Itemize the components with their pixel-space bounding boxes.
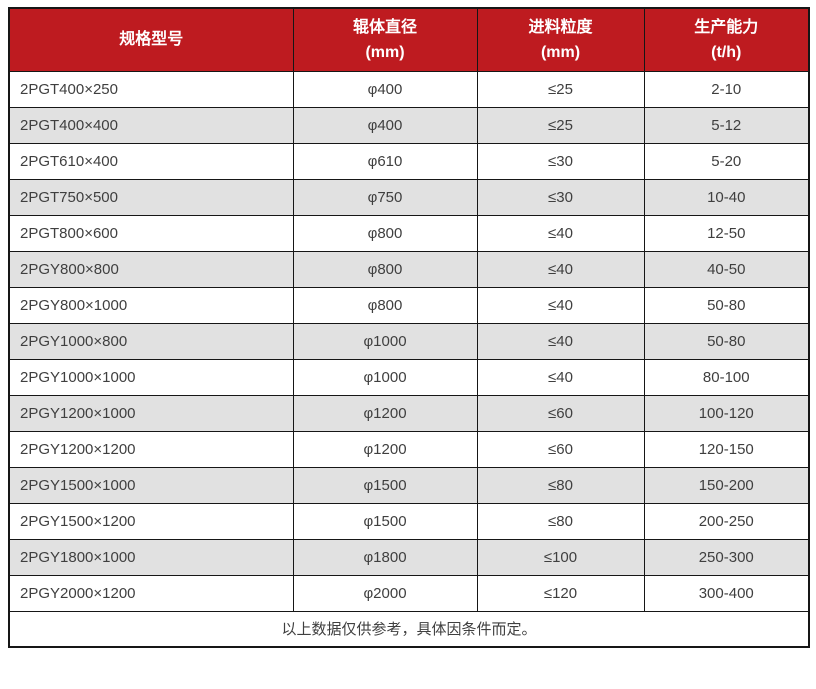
table-row: 2PGY1200×1000 φ1200 ≤60 100-120 [8,394,810,432]
roller-diameter-cell: φ1200 [292,394,478,432]
feed-size-cell: ≤25 [476,106,645,144]
roller-diameter-cell: φ800 [292,250,478,288]
feed-size-cell: ≤100 [476,538,645,576]
table-row: 2PGT750×500 φ750 ≤30 10-40 [8,178,810,216]
table-header-row: 规格型号 辊体直径 (mm) 进料粒度 (mm) 生产能力 (t/h) [8,7,810,72]
capacity-cell: 150-200 [643,466,810,504]
feed-size-cell: ≤60 [476,394,645,432]
table-row: 2PGY1200×1200 φ1200 ≤60 120-150 [8,430,810,468]
roller-diameter-cell: φ2000 [292,574,478,612]
table-row: 2PGY2000×1200 φ2000 ≤120 300-400 [8,574,810,612]
capacity-cell: 120-150 [643,430,810,468]
model-cell: 2PGY2000×1200 [8,574,294,612]
table-row: 2PGY800×800 φ800 ≤40 40-50 [8,250,810,288]
roller-diameter-cell: φ1500 [292,466,478,504]
roller-diameter-cell: φ1800 [292,538,478,576]
table-row: 2PGY800×1000 φ800 ≤40 50-80 [8,286,810,324]
capacity-cell: 40-50 [643,250,810,288]
footnote-row: 以上数据仅供参考，具体因条件而定。 [8,610,810,648]
feed-size-cell: ≤40 [476,214,645,252]
model-cell: 2PGT400×250 [8,70,294,108]
feed-size-cell: ≤80 [476,502,645,540]
capacity-cell: 10-40 [643,178,810,216]
column-header-roller-diameter: 辊体直径 (mm) [292,7,478,72]
table-row: 2PGT400×250 φ400 ≤25 2-10 [8,70,810,108]
roller-diameter-cell: φ800 [292,286,478,324]
capacity-cell: 50-80 [643,322,810,360]
capacity-cell: 300-400 [643,574,810,612]
model-cell: 2PGY1500×1000 [8,466,294,504]
feed-size-cell: ≤40 [476,286,645,324]
capacity-cell: 250-300 [643,538,810,576]
column-header-capacity: 生产能力 (t/h) [643,7,810,72]
column-header-feed-size: 进料粒度 (mm) [476,7,645,72]
capacity-cell: 200-250 [643,502,810,540]
model-cell: 2PGY1200×1000 [8,394,294,432]
model-cell: 2PGY1000×1000 [8,358,294,396]
table-row: 2PGT610×400 φ610 ≤30 5-20 [8,142,810,180]
column-header-roller-diameter-unit: (mm) [365,43,405,61]
roller-diameter-cell: φ1200 [292,430,478,468]
roller-diameter-cell: φ400 [292,106,478,144]
model-cell: 2PGY1200×1200 [8,430,294,468]
spec-table: 规格型号 辊体直径 (mm) 进料粒度 (mm) 生产能力 (t/h) 2PGT… [8,7,810,648]
column-header-capacity-unit: (t/h) [711,43,742,61]
roller-diameter-cell: φ400 [292,70,478,108]
feed-size-cell: ≤40 [476,250,645,288]
capacity-cell: 80-100 [643,358,810,396]
roller-diameter-cell: φ1500 [292,502,478,540]
capacity-cell: 50-80 [643,286,810,324]
model-cell: 2PGY1800×1000 [8,538,294,576]
model-cell: 2PGY1000×800 [8,322,294,360]
roller-diameter-cell: φ1000 [292,358,478,396]
capacity-cell: 12-50 [643,214,810,252]
feed-size-cell: ≤40 [476,358,645,396]
feed-size-cell: ≤30 [476,142,645,180]
table-row: 2PGY1000×800 φ1000 ≤40 50-80 [8,322,810,360]
model-cell: 2PGT750×500 [8,178,294,216]
feed-size-cell: ≤120 [476,574,645,612]
column-header-model-label: 规格型号 [119,31,184,49]
model-cell: 2PGT800×600 [8,214,294,252]
capacity-cell: 5-20 [643,142,810,180]
column-header-feed-size-unit: (mm) [540,43,581,61]
table-row: 2PGT800×600 φ800 ≤40 12-50 [8,214,810,252]
capacity-cell: 2-10 [643,70,810,108]
model-cell: 2PGY800×1000 [8,286,294,324]
column-header-feed-size-label: 进料粒度 [528,18,593,36]
model-cell: 2PGY1500×1200 [8,502,294,540]
column-header-roller-diameter-label: 辊体直径 [352,18,417,36]
roller-diameter-cell: φ1000 [292,322,478,360]
feed-size-cell: ≤30 [476,178,645,216]
feed-size-cell: ≤40 [476,322,645,360]
table-row: 2PGY1800×1000 φ1800 ≤100 250-300 [8,538,810,576]
feed-size-cell: ≤80 [476,466,645,504]
table-row: 2PGT400×400 φ400 ≤25 5-12 [8,106,810,144]
model-cell: 2PGT610×400 [8,142,294,180]
table-row: 2PGY1500×1000 φ1500 ≤80 150-200 [8,466,810,504]
model-cell: 2PGT400×400 [8,106,294,144]
column-header-model: 规格型号 [8,7,294,72]
capacity-cell: 5-12 [643,106,810,144]
capacity-cell: 100-120 [643,394,810,432]
roller-diameter-cell: φ610 [292,142,478,180]
feed-size-cell: ≤25 [476,70,645,108]
column-header-capacity-label: 生产能力 [694,18,759,36]
roller-diameter-cell: φ750 [292,178,478,216]
table-row: 2PGY1000×1000 φ1000 ≤40 80-100 [8,358,810,396]
roller-diameter-cell: φ800 [292,214,478,252]
table-row: 2PGY1500×1200 φ1500 ≤80 200-250 [8,502,810,540]
feed-size-cell: ≤60 [476,430,645,468]
footnote-text: 以上数据仅供参考，具体因条件而定。 [8,610,810,648]
model-cell: 2PGY800×800 [8,250,294,288]
